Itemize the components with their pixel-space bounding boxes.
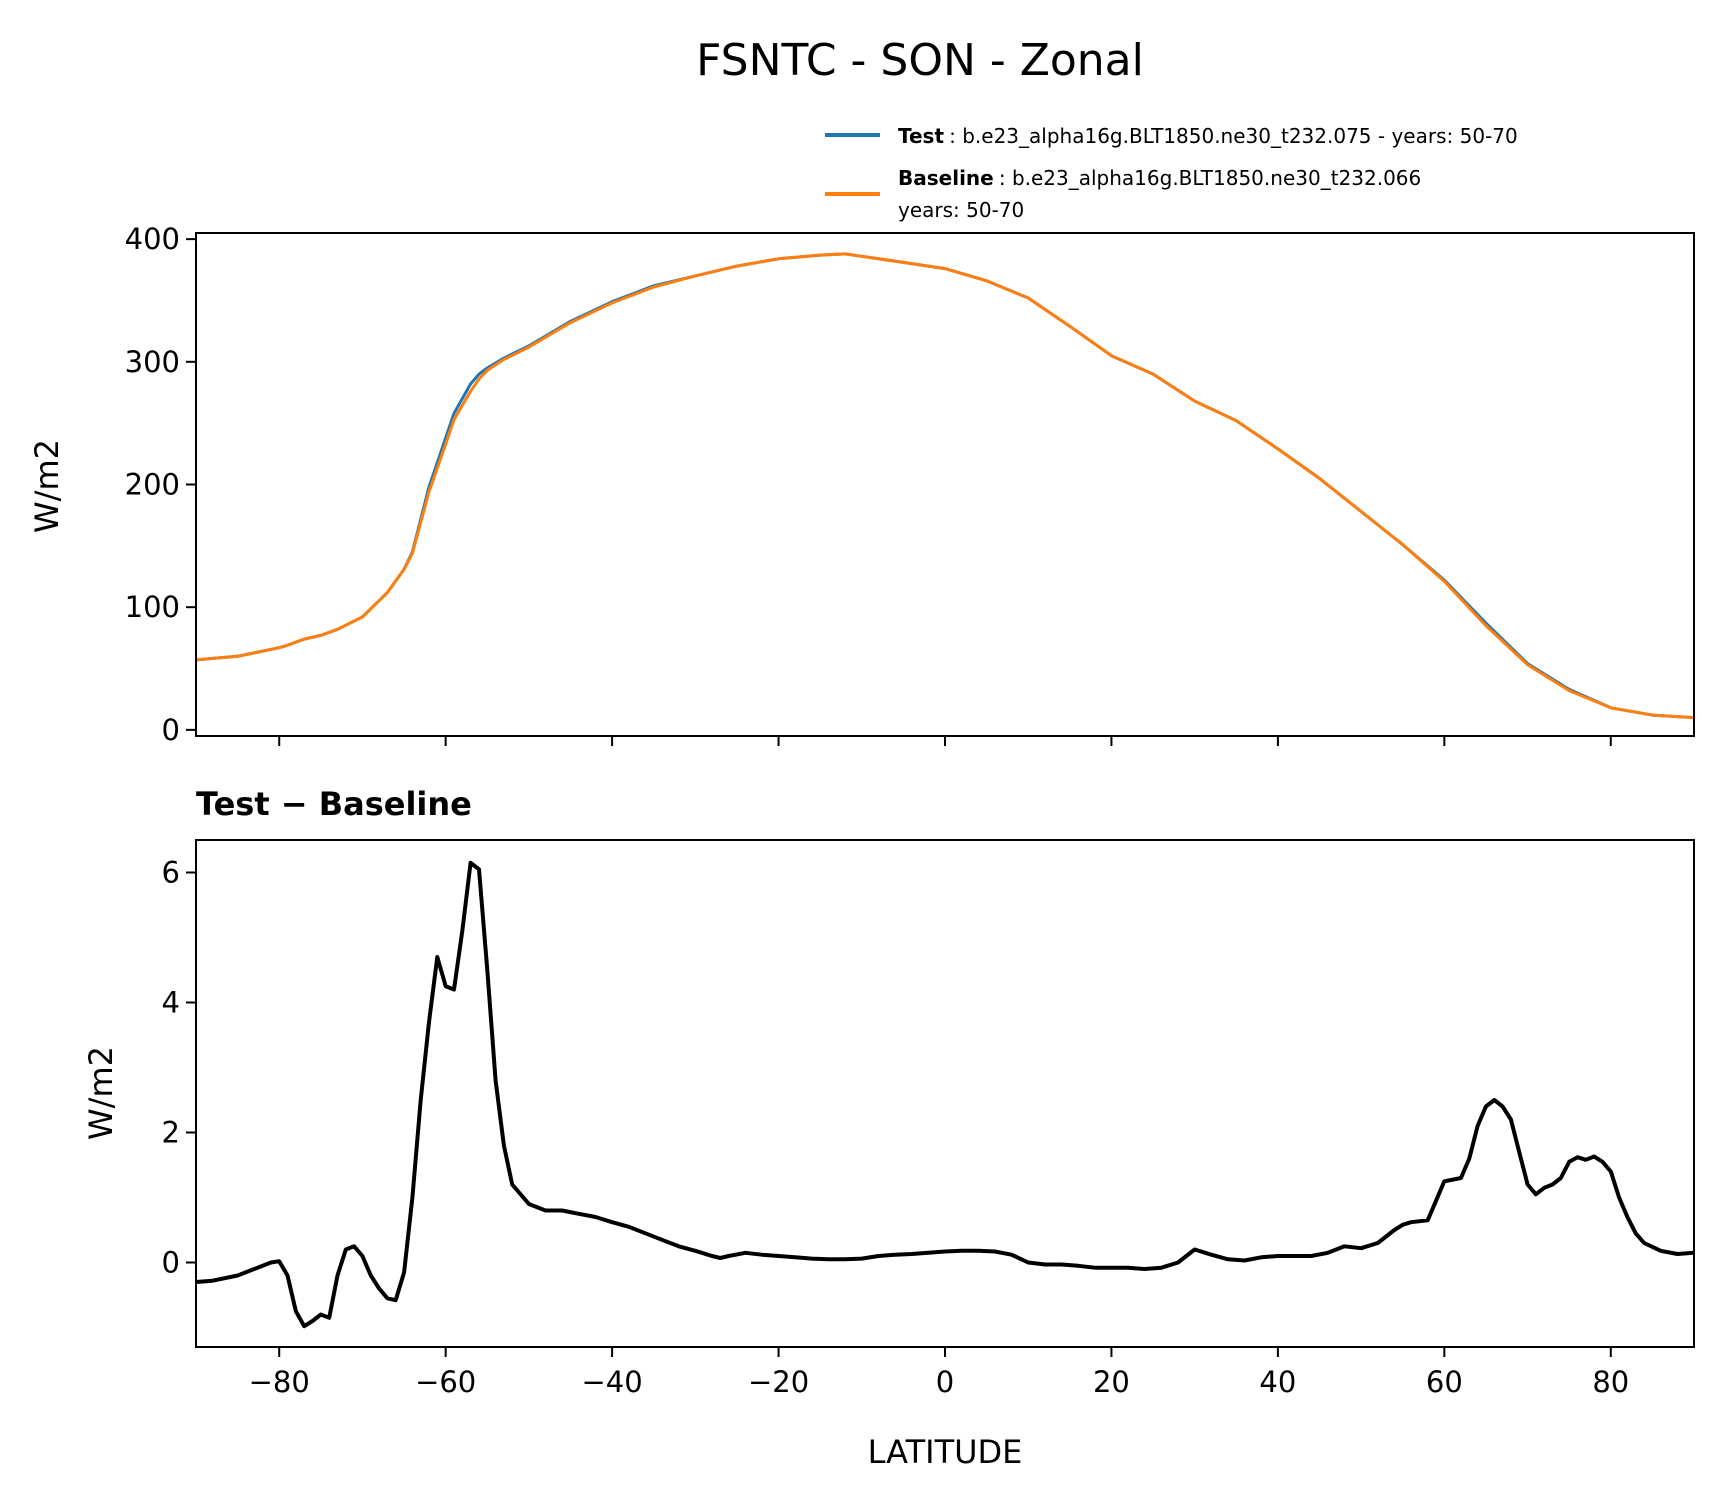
legend-baseline-name: Baseline	[898, 166, 994, 190]
bottom-x-tick-label: 40	[1259, 1365, 1296, 1399]
legend-baseline-separator: :	[999, 166, 1012, 190]
x-axis-label: LATITUDE	[868, 1433, 1023, 1471]
legend-test-name: Test	[898, 124, 944, 148]
top-y-tick-label: 400	[125, 222, 180, 256]
bottom-plot-frame	[195, 839, 1695, 1348]
bottom-series-test-baseline	[195, 860, 1695, 1329]
figure-title: FSNTC - SON - Zonal	[696, 35, 1144, 86]
legend-test-separator: :	[949, 124, 962, 148]
legend-baseline-label: b.e23_alpha16g.BLT1850.ne30_t232.066	[1012, 166, 1421, 190]
bottom-x-tick-label: −20	[748, 1365, 809, 1399]
bottom-y-tick-label: 2	[162, 1116, 180, 1150]
legend-baseline-label-line2: years: 50-70	[898, 198, 1024, 222]
top-plot-frame	[195, 232, 1695, 737]
top-y-tick-label: 300	[125, 345, 180, 379]
legend-baseline-text: Baseline : b.e23_alpha16g.BLT1850.ne30_t…	[898, 166, 1421, 190]
top-y-tick-label: 100	[125, 590, 180, 624]
bottom-title-baseline: Baseline	[319, 785, 472, 823]
bottom-x-ticks: −80 −60 −40 −20 0 20 40 60 80	[249, 1347, 1629, 1399]
top-series	[195, 252, 1695, 720]
bottom-title-minus: −	[281, 785, 319, 823]
bottom-x-tick-label: 20	[1093, 1365, 1130, 1399]
top-y-tick-label: 200	[125, 468, 180, 502]
bottom-x-tick-label: 80	[1592, 1365, 1629, 1399]
top-y-axis-label: W/m2	[28, 439, 66, 533]
legend: Test : b.e23_alpha16g.BLT1850.ne30_t232.…	[825, 124, 1518, 222]
bottom-title-test: Test	[196, 785, 270, 823]
top-y-ticks: 0 100 200 300 400	[125, 222, 196, 747]
top-panel: 0 100 200 300 400 W/m2	[28, 222, 1695, 747]
top-series-baseline	[195, 252, 1695, 720]
bottom-x-tick-label: −60	[415, 1365, 476, 1399]
bottom-series	[195, 860, 1695, 1329]
bottom-y-tick-label: 4	[162, 986, 180, 1020]
bottom-x-tick-label: 60	[1426, 1365, 1463, 1399]
top-y-tick-label: 0	[162, 713, 180, 747]
bottom-panel-title: Test − Baseline	[196, 785, 472, 823]
legend-test-label: b.e23_alpha16g.BLT1850.ne30_t232.075 - y…	[962, 124, 1518, 148]
bottom-y-tick-label: 6	[162, 856, 180, 890]
bottom-y-ticks: 0 2 4 6	[162, 856, 196, 1280]
bottom-y-tick-label: 0	[162, 1246, 180, 1280]
top-series-test	[195, 252, 1695, 720]
bottom-x-tick-label: −80	[249, 1365, 310, 1399]
bottom-x-tick-label: −40	[582, 1365, 643, 1399]
legend-test-text: Test : b.e23_alpha16g.BLT1850.ne30_t232.…	[898, 124, 1518, 148]
bottom-y-axis-label: W/m2	[82, 1046, 120, 1140]
bottom-x-tick-label: 0	[936, 1365, 954, 1399]
top-x-ticks	[278, 736, 1612, 746]
